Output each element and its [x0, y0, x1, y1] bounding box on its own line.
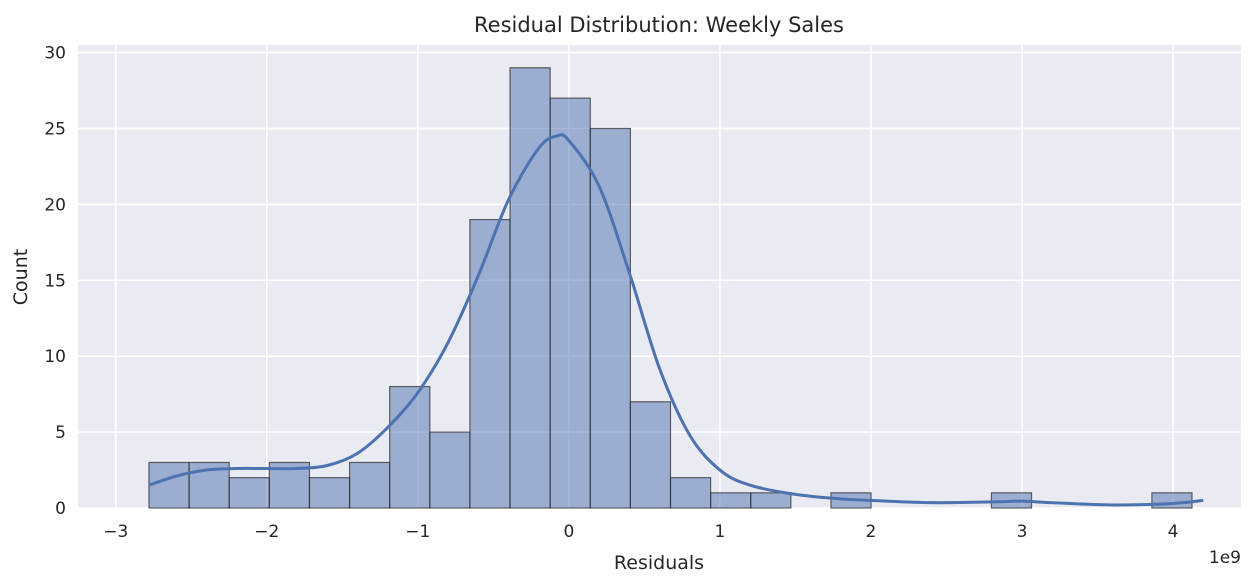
- x-axis-label: Residuals: [614, 552, 704, 574]
- histogram-bar: [429, 431, 471, 509]
- y-tick-label: 10: [44, 347, 66, 367]
- x-tick-label: 3: [1017, 522, 1028, 542]
- histogram-bar: [469, 218, 511, 509]
- x-tick-label: 1: [715, 522, 726, 542]
- chart-title: Residual Distribution: Weekly Sales: [474, 13, 844, 37]
- x-tick-label: 4: [1168, 522, 1179, 542]
- histogram-bar: [509, 67, 551, 509]
- x-tick-labels: −3 −2 −1 0 1 2 3 4: [103, 522, 1178, 542]
- x-tick-label: −2: [254, 522, 279, 542]
- histogram-bars: [148, 67, 1193, 509]
- y-tick-label: 30: [44, 44, 66, 64]
- histogram-bar: [669, 477, 712, 509]
- histogram-bar: [228, 477, 270, 509]
- histogram-bar: [148, 461, 190, 509]
- y-tick-labels: 0 5 10 15 20 25 30: [44, 44, 66, 519]
- y-tick-label: 20: [44, 195, 66, 215]
- histogram-bar: [1151, 492, 1193, 509]
- x-tick-label: −1: [405, 522, 430, 542]
- y-tick-label: 0: [55, 499, 66, 519]
- histogram-bar: [629, 401, 672, 509]
- kde-curve: [148, 133, 1204, 507]
- histogram-bar: [308, 477, 351, 509]
- y-tick-label: 25: [44, 119, 66, 139]
- x-tick-label: 2: [866, 522, 877, 542]
- histogram-bar: [750, 492, 792, 509]
- y-tick-label: 15: [44, 271, 66, 291]
- x-offset-label: 1e9: [1209, 548, 1241, 568]
- histogram-bar: [348, 461, 391, 509]
- x-tick-label: 0: [563, 522, 574, 542]
- y-tick-label: 5: [55, 423, 66, 443]
- histogram-bar: [589, 127, 631, 509]
- histogram-bar: [710, 492, 752, 509]
- x-tick-label: −3: [103, 522, 128, 542]
- y-axis-label: Count: [10, 249, 32, 305]
